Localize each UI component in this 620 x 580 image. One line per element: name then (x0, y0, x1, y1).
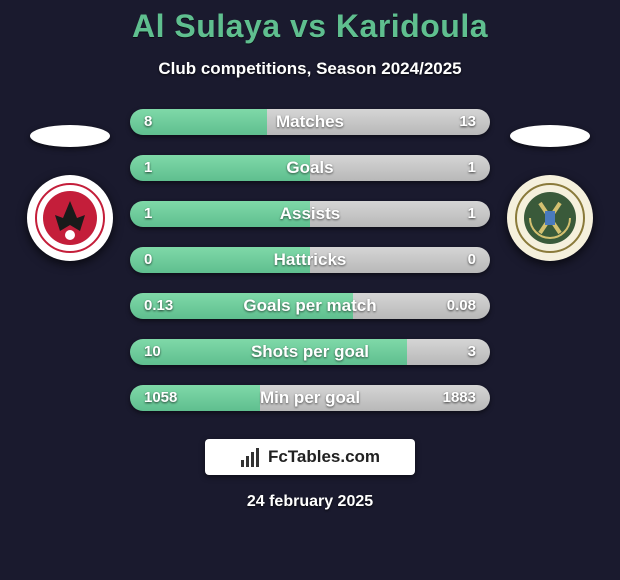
brand-logo-icon (240, 446, 262, 468)
player-left-name: Al Sulaya (132, 8, 281, 44)
stats-list: 813Matches 11Goals 11Assists 00Hattricks 0.1… (130, 109, 490, 411)
club-badge-left (27, 175, 113, 261)
stat-row: 00Hattricks (130, 247, 490, 273)
stat-row: 10581883Min per goal (130, 385, 490, 411)
comparison-date: 24 february 2025 (0, 493, 620, 511)
stat-label: Assists (130, 201, 490, 227)
player-left-column (20, 125, 120, 261)
player-right-column (500, 125, 600, 261)
club-crest-right-icon (515, 183, 585, 253)
stat-label: Goals per match (130, 293, 490, 319)
flag-right (510, 125, 590, 147)
stat-label: Min per goal (130, 385, 490, 411)
stat-row: 813Matches (130, 109, 490, 135)
stat-label: Matches (130, 109, 490, 135)
stat-label: Goals (130, 155, 490, 181)
stat-row: 103Shots per goal (130, 339, 490, 365)
stat-label: Shots per goal (130, 339, 490, 365)
comparison-title: Al Sulaya vs Karidoula (0, 8, 620, 45)
club-badge-right (507, 175, 593, 261)
vs-separator: vs (290, 8, 327, 44)
competition-subtitle: Club competitions, Season 2024/2025 (0, 59, 620, 79)
brand-badge[interactable]: FcTables.com (205, 439, 415, 475)
stat-label: Hattricks (130, 247, 490, 273)
stat-row: 0.130.08Goals per match (130, 293, 490, 319)
player-right-name: Karidoula (336, 8, 488, 44)
stat-row: 11Assists (130, 201, 490, 227)
brand-text: FcTables.com (268, 447, 380, 467)
stat-row: 11Goals (130, 155, 490, 181)
club-crest-left-icon (35, 183, 105, 253)
flag-left (30, 125, 110, 147)
